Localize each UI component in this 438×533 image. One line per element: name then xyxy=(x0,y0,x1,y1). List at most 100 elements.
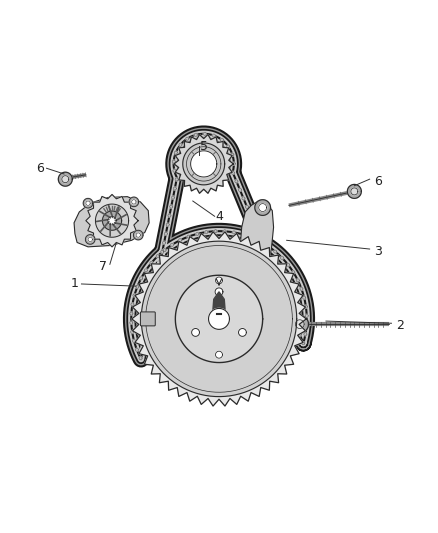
Polygon shape xyxy=(249,214,252,217)
Polygon shape xyxy=(298,333,301,336)
Polygon shape xyxy=(256,231,259,234)
Polygon shape xyxy=(136,233,141,237)
Polygon shape xyxy=(132,232,306,406)
Polygon shape xyxy=(260,239,263,243)
Polygon shape xyxy=(152,295,155,298)
Polygon shape xyxy=(170,205,173,208)
Polygon shape xyxy=(134,230,143,240)
Polygon shape xyxy=(173,187,177,190)
Polygon shape xyxy=(351,188,358,195)
Polygon shape xyxy=(174,151,177,154)
Polygon shape xyxy=(284,299,287,302)
Text: 6: 6 xyxy=(36,161,44,175)
Polygon shape xyxy=(174,134,233,193)
Polygon shape xyxy=(266,245,269,247)
Polygon shape xyxy=(161,251,164,253)
Polygon shape xyxy=(223,230,226,233)
Polygon shape xyxy=(148,313,151,317)
Polygon shape xyxy=(183,143,225,185)
Polygon shape xyxy=(235,180,238,183)
Polygon shape xyxy=(274,273,277,277)
Polygon shape xyxy=(304,305,307,308)
Polygon shape xyxy=(145,332,148,335)
Polygon shape xyxy=(58,172,72,186)
Polygon shape xyxy=(179,239,182,242)
Polygon shape xyxy=(187,235,190,238)
Polygon shape xyxy=(245,205,248,208)
Polygon shape xyxy=(168,214,171,217)
Polygon shape xyxy=(86,195,138,247)
Polygon shape xyxy=(150,262,153,264)
Polygon shape xyxy=(277,282,280,285)
Polygon shape xyxy=(303,296,306,299)
Polygon shape xyxy=(172,160,175,163)
Polygon shape xyxy=(305,324,308,327)
Polygon shape xyxy=(133,340,136,343)
Polygon shape xyxy=(143,341,146,344)
Polygon shape xyxy=(267,256,270,260)
Polygon shape xyxy=(259,204,267,212)
Polygon shape xyxy=(130,321,133,324)
Polygon shape xyxy=(131,330,134,334)
Polygon shape xyxy=(305,314,308,318)
Polygon shape xyxy=(130,312,133,315)
Polygon shape xyxy=(304,333,307,336)
Polygon shape xyxy=(270,265,273,268)
Polygon shape xyxy=(136,285,139,288)
Polygon shape xyxy=(86,201,90,205)
Polygon shape xyxy=(83,198,93,208)
Polygon shape xyxy=(139,357,142,360)
Polygon shape xyxy=(233,231,236,234)
Polygon shape xyxy=(108,216,117,225)
Polygon shape xyxy=(288,308,291,311)
Polygon shape xyxy=(173,169,176,172)
Polygon shape xyxy=(241,233,244,236)
Polygon shape xyxy=(258,240,261,243)
Polygon shape xyxy=(175,275,263,362)
Text: 4: 4 xyxy=(215,210,223,223)
Polygon shape xyxy=(286,263,290,266)
Polygon shape xyxy=(255,200,271,215)
Polygon shape xyxy=(231,153,234,156)
Polygon shape xyxy=(212,134,215,137)
Polygon shape xyxy=(274,250,277,253)
Polygon shape xyxy=(132,200,136,204)
FancyBboxPatch shape xyxy=(141,312,155,326)
Polygon shape xyxy=(232,162,235,165)
Polygon shape xyxy=(238,188,241,191)
Polygon shape xyxy=(213,317,225,328)
Polygon shape xyxy=(220,139,223,141)
Polygon shape xyxy=(280,256,283,260)
Polygon shape xyxy=(291,316,308,333)
Polygon shape xyxy=(227,145,230,148)
Polygon shape xyxy=(175,178,178,181)
Polygon shape xyxy=(163,248,166,252)
Polygon shape xyxy=(162,241,166,244)
Polygon shape xyxy=(62,176,69,183)
Polygon shape xyxy=(157,269,160,271)
Polygon shape xyxy=(102,211,122,230)
Polygon shape xyxy=(141,241,297,397)
Polygon shape xyxy=(295,320,304,328)
Polygon shape xyxy=(205,231,208,233)
Polygon shape xyxy=(145,269,148,272)
Polygon shape xyxy=(263,248,266,251)
Polygon shape xyxy=(85,235,95,244)
Polygon shape xyxy=(159,260,162,262)
Polygon shape xyxy=(239,328,246,336)
Polygon shape xyxy=(88,237,92,241)
Polygon shape xyxy=(146,322,149,326)
Polygon shape xyxy=(295,325,298,328)
Polygon shape xyxy=(281,290,284,294)
Polygon shape xyxy=(242,197,245,200)
Polygon shape xyxy=(214,230,217,233)
Polygon shape xyxy=(215,277,223,284)
Polygon shape xyxy=(150,304,153,308)
Text: 3: 3 xyxy=(374,245,382,258)
Polygon shape xyxy=(231,171,234,174)
Polygon shape xyxy=(164,232,167,235)
Polygon shape xyxy=(129,197,139,207)
Polygon shape xyxy=(208,309,230,329)
Polygon shape xyxy=(140,277,143,280)
Polygon shape xyxy=(300,287,303,290)
